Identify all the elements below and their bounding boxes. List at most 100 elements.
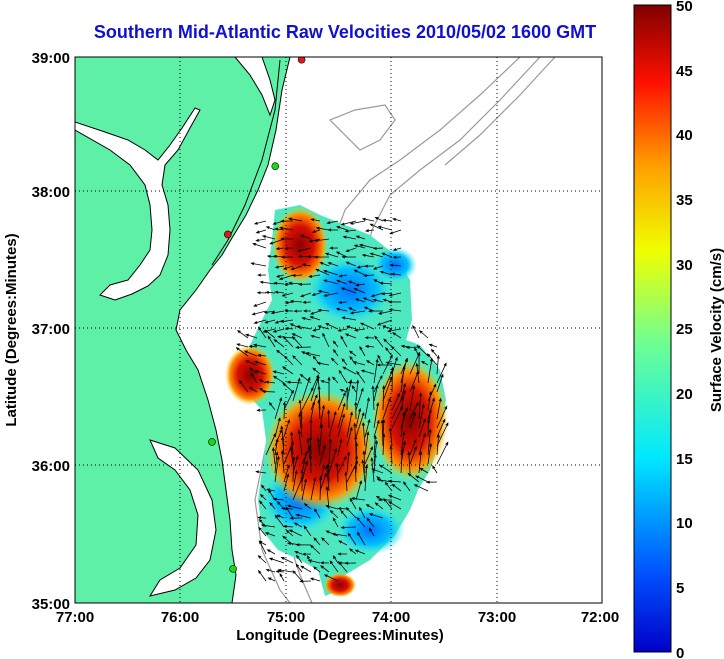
velocity-arrow xyxy=(301,451,308,474)
velocity-arrow xyxy=(280,237,294,241)
velocity-arrow xyxy=(310,334,321,339)
velocity-arrow xyxy=(353,464,358,483)
velocity-arrow xyxy=(416,345,429,357)
velocity-arrow xyxy=(328,438,332,465)
velocity-arrow xyxy=(380,419,384,447)
velocity-arrow xyxy=(363,306,375,312)
velocity-arrow xyxy=(264,319,276,324)
velocity-arrow xyxy=(348,350,357,357)
colorbar-tick-label: 35 xyxy=(676,192,693,209)
velocity-arrow xyxy=(284,309,294,313)
velocity-arrow xyxy=(325,464,330,492)
velocity-arrow xyxy=(236,343,249,348)
velocity-arrow xyxy=(346,451,351,474)
velocity-arrow xyxy=(289,299,303,303)
velocity-arrow xyxy=(337,438,343,456)
velocity-arrow xyxy=(330,357,339,366)
velocity-arrow xyxy=(403,481,411,492)
velocity-arrow xyxy=(248,386,258,393)
velocity-arrow xyxy=(361,217,375,222)
velocity-arrow xyxy=(248,344,258,348)
velocity-arrow xyxy=(347,280,357,285)
y-axis-ticks: 39:00 38:00 37:00 36:00 35:00 xyxy=(32,50,70,613)
radar-station-marker xyxy=(224,230,232,239)
velocity-arrow xyxy=(313,238,330,243)
velocity-arrow xyxy=(280,255,294,259)
velocity-arrow xyxy=(413,484,429,492)
velocity-arrow xyxy=(405,345,420,349)
velocity-arrow xyxy=(344,229,357,233)
velocity-arrow xyxy=(368,527,375,537)
velocity-arrow xyxy=(430,348,438,357)
velocity-arrow xyxy=(302,309,312,313)
velocity-arrow xyxy=(274,455,280,483)
velocity-arrow xyxy=(307,559,321,564)
velocity-arrow xyxy=(385,346,393,357)
velocity-arrow xyxy=(286,380,303,384)
velocity-arrow xyxy=(436,418,446,438)
velocity-arrow xyxy=(391,392,400,411)
velocity-arrow xyxy=(263,310,276,314)
velocity-arrow xyxy=(243,350,258,357)
velocity-arrow xyxy=(245,360,258,366)
velocity-arrow xyxy=(356,531,366,546)
velocity-arrow xyxy=(377,310,393,315)
velocity-arrow xyxy=(419,467,429,474)
velocity-arrow xyxy=(298,399,303,420)
velocity-arrow xyxy=(400,365,406,393)
velocity-arrow xyxy=(355,411,365,438)
velocity-arrow xyxy=(432,465,438,474)
velocity-arrow xyxy=(309,436,313,456)
velocity-arrow xyxy=(364,446,373,465)
velocity-arrow xyxy=(311,229,321,233)
velocity-arrow xyxy=(317,399,321,420)
velocity-arrow xyxy=(299,373,312,384)
velocity-arrow xyxy=(301,386,314,411)
velocity-arrow xyxy=(257,353,267,357)
velocity-arrow xyxy=(371,468,384,474)
velocity-arrow xyxy=(332,376,339,384)
velocity-arrow xyxy=(317,289,330,294)
velocity-arrow xyxy=(309,418,313,438)
velocity-arrow xyxy=(274,227,285,231)
velocity-arrow xyxy=(274,265,285,269)
velocity-arrow xyxy=(253,301,267,307)
velocity-arrow xyxy=(377,354,384,366)
velocity-arrow xyxy=(375,495,384,501)
velocity-arrow xyxy=(286,504,303,510)
velocity-arrow xyxy=(324,252,339,258)
velocity-arrow xyxy=(381,292,393,296)
colorbar-ticks: 50 45 40 35 30 25 20 15 10 5 0 xyxy=(676,0,693,659)
velocity-arrow xyxy=(327,376,331,402)
velocity-arrow xyxy=(381,325,393,330)
velocity-arrow xyxy=(268,557,285,564)
velocity-arrow xyxy=(356,370,366,384)
velocity-arrow xyxy=(376,319,393,326)
velocity-arrow xyxy=(355,387,364,411)
colorbar-tick-label: 50 xyxy=(676,0,693,15)
velocity-arrow xyxy=(293,309,303,313)
velocity-arrow xyxy=(346,426,353,447)
velocity-arrow xyxy=(274,437,279,456)
velocity-arrow xyxy=(341,316,357,321)
plot-border xyxy=(74,56,603,604)
velocity-arrow xyxy=(391,396,404,420)
velocity-arrow xyxy=(285,506,294,519)
velocity-arrow xyxy=(292,570,303,582)
velocity-arrow xyxy=(274,514,285,528)
velocity-arrow xyxy=(374,335,384,348)
velocity-arrow xyxy=(289,446,294,465)
velocity-arrow xyxy=(316,437,321,456)
velocity-arrow xyxy=(387,494,402,501)
velocity-arrow xyxy=(284,246,294,250)
radar-station-marker xyxy=(297,57,306,64)
velocity-arrow xyxy=(326,463,330,483)
velocity-arrow xyxy=(418,392,423,420)
colorbar-tick-label: 15 xyxy=(676,451,693,468)
velocity-arrow xyxy=(255,238,267,242)
velocity-arrow xyxy=(280,219,294,223)
velocity-arrow xyxy=(323,574,339,582)
velocity-arrow xyxy=(238,379,249,393)
velocity-arrow xyxy=(258,379,267,384)
velocity-arrow xyxy=(337,391,346,411)
